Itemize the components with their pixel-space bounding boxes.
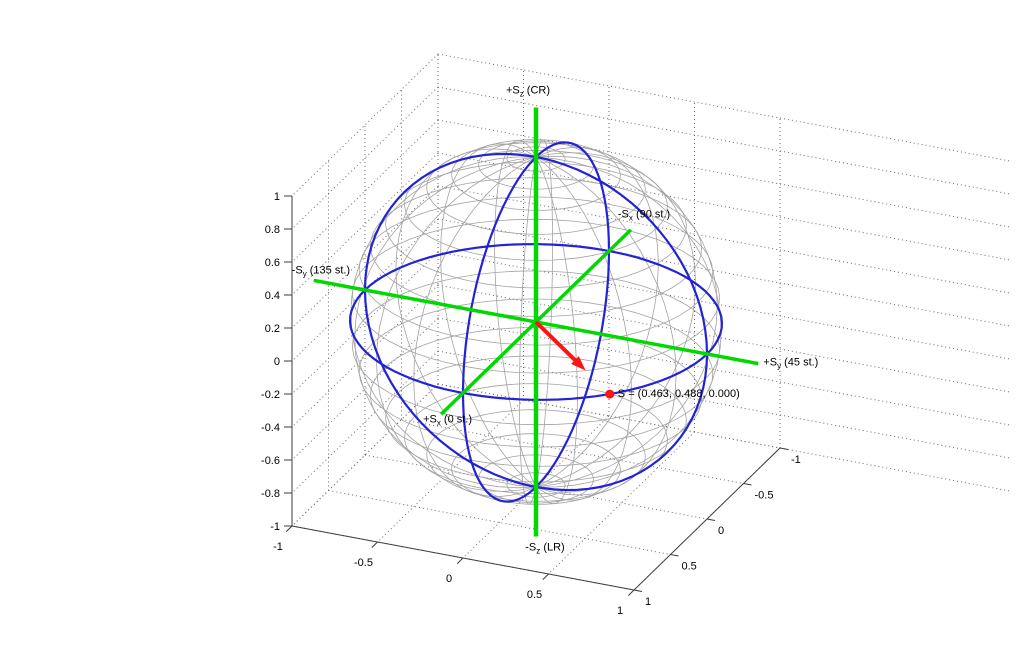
- z-tick-label: -0.4: [261, 422, 280, 434]
- y-tick-label: -1: [791, 454, 801, 466]
- label-plus-s-y: +Sy (45 st.): [763, 357, 818, 371]
- stokes-vector-shaft: [534, 320, 581, 366]
- x-tick-label: 0.5: [527, 589, 542, 601]
- stokes-point-label: S = (0.463, 0.488, 0.000): [618, 388, 740, 400]
- z-tick-label: 0.2: [265, 323, 280, 335]
- x-tick-label: 1: [617, 605, 623, 617]
- surface-point: S = (0.463, 0.488, 0.000): [605, 388, 740, 400]
- z-tick-label: 1: [274, 191, 280, 203]
- label-plus-s-x: +Sx (0 st.): [423, 413, 472, 427]
- axis-ticks: [284, 195, 789, 596]
- stokes-vector-arrow: [534, 320, 586, 371]
- y-tick-label: 0.5: [682, 561, 697, 573]
- y-tick-label: 0: [718, 525, 724, 537]
- label-minus-s-z: -Sz (LR): [525, 542, 564, 556]
- y-tick-label: -0.5: [755, 490, 774, 502]
- z-tick-label: 0.8: [265, 224, 280, 236]
- x-tick-label: -1: [273, 541, 283, 553]
- z-tick-label: 0: [274, 356, 280, 368]
- label-minus-s-y: -Sy (135 st.): [292, 264, 350, 278]
- z-tick-label: -0.8: [261, 488, 280, 500]
- label-plus-s-z: +Sz (CR): [506, 85, 550, 99]
- z-tick-label: 0.4: [265, 290, 280, 302]
- tick-labels: 1 0.8 0.6 0.4 0.2 0 -0.2 -0.4 -0.6 -0.8 -1 -1 -0.5 0 0…: [261, 191, 801, 617]
- z-tick-label: 0.6: [265, 257, 280, 269]
- x-tick-label: -0.5: [354, 557, 373, 569]
- z-tick-label: -0.6: [261, 455, 280, 467]
- direction-labels: +Sz (CR) -Sz (LR) +Sy (45 st.) -Sy (135 st.…: [292, 85, 819, 556]
- y-tick-label: 1: [645, 596, 651, 608]
- stokes-point-dot: [605, 389, 615, 399]
- z-tick-label: -0.2: [261, 389, 280, 401]
- stokes-vector-arrowhead: [571, 356, 586, 371]
- z-tick-label: -1: [270, 521, 280, 533]
- x-tick-label: 0: [446, 573, 452, 585]
- label-minus-s-x: -Sx (90 st.): [618, 209, 670, 223]
